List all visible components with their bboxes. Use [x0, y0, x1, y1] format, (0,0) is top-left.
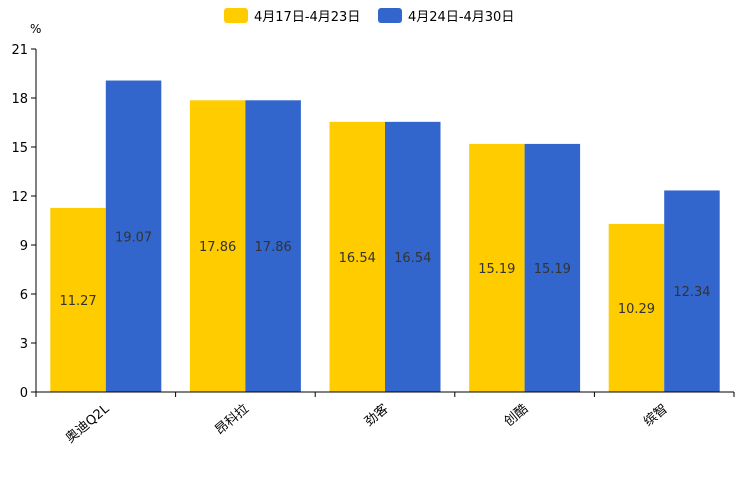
y-tick-label: 18: [11, 92, 28, 107]
data-label: 16.54: [339, 251, 376, 266]
y-tick-label: 0: [20, 386, 28, 401]
x-axis: 奥迪Q2L 昂科拉 劲客 创酷 缤智: [35, 391, 735, 446]
data-label: 16.54: [394, 251, 431, 266]
legend: 4月17日-4月23日 4月24日-4月30日: [224, 8, 514, 25]
data-label: 15.19: [534, 262, 571, 277]
y-axis: 0 3 6 9 12 15 18 21: [11, 43, 37, 401]
bar: [189, 100, 246, 392]
x-category-label: 劲客: [361, 401, 391, 430]
bar: [245, 100, 301, 392]
legend-item[interactable]: 4月24日-4月30日: [378, 8, 514, 25]
y-tick-label: 6: [20, 288, 28, 303]
data-label: 11.27: [59, 294, 96, 309]
bar: [524, 143, 581, 392]
legend-swatch: [224, 8, 248, 23]
legend-item[interactable]: 4月17日-4月23日: [224, 8, 360, 25]
y-tick-label: 21: [11, 43, 28, 58]
bar: [50, 207, 106, 392]
bar: [385, 121, 441, 392]
bars: 11.27 19.07 17.86 17.86 16.54 16.54 15.19 15.19…: [50, 80, 720, 393]
data-label: 17.86: [255, 240, 292, 255]
x-category-label: 昂科拉: [212, 402, 252, 439]
data-label: 15.19: [478, 262, 515, 277]
x-category-label: 奥迪Q2L: [63, 401, 113, 446]
y-tick-label: 9: [20, 239, 28, 254]
data-label: 10.29: [618, 302, 655, 317]
data-label: 19.07: [115, 230, 152, 245]
data-label: 17.86: [199, 240, 236, 255]
legend-label: 4月17日-4月23日: [254, 10, 360, 25]
bar: [105, 80, 162, 393]
legend-swatch: [378, 8, 402, 23]
bar: [608, 223, 665, 392]
bar: [329, 121, 385, 392]
x-category-label: 缤智: [641, 401, 671, 430]
y-tick-label: 3: [20, 337, 28, 352]
data-label: 12.34: [673, 285, 710, 300]
bar: [469, 143, 525, 392]
bar: [664, 190, 720, 392]
y-axis-unit: %: [30, 22, 41, 36]
y-tick-label: 12: [11, 190, 28, 205]
legend-label: 4月24日-4月30日: [408, 10, 514, 25]
y-tick-label: 15: [11, 141, 28, 156]
x-category-label: 创酷: [502, 402, 532, 430]
